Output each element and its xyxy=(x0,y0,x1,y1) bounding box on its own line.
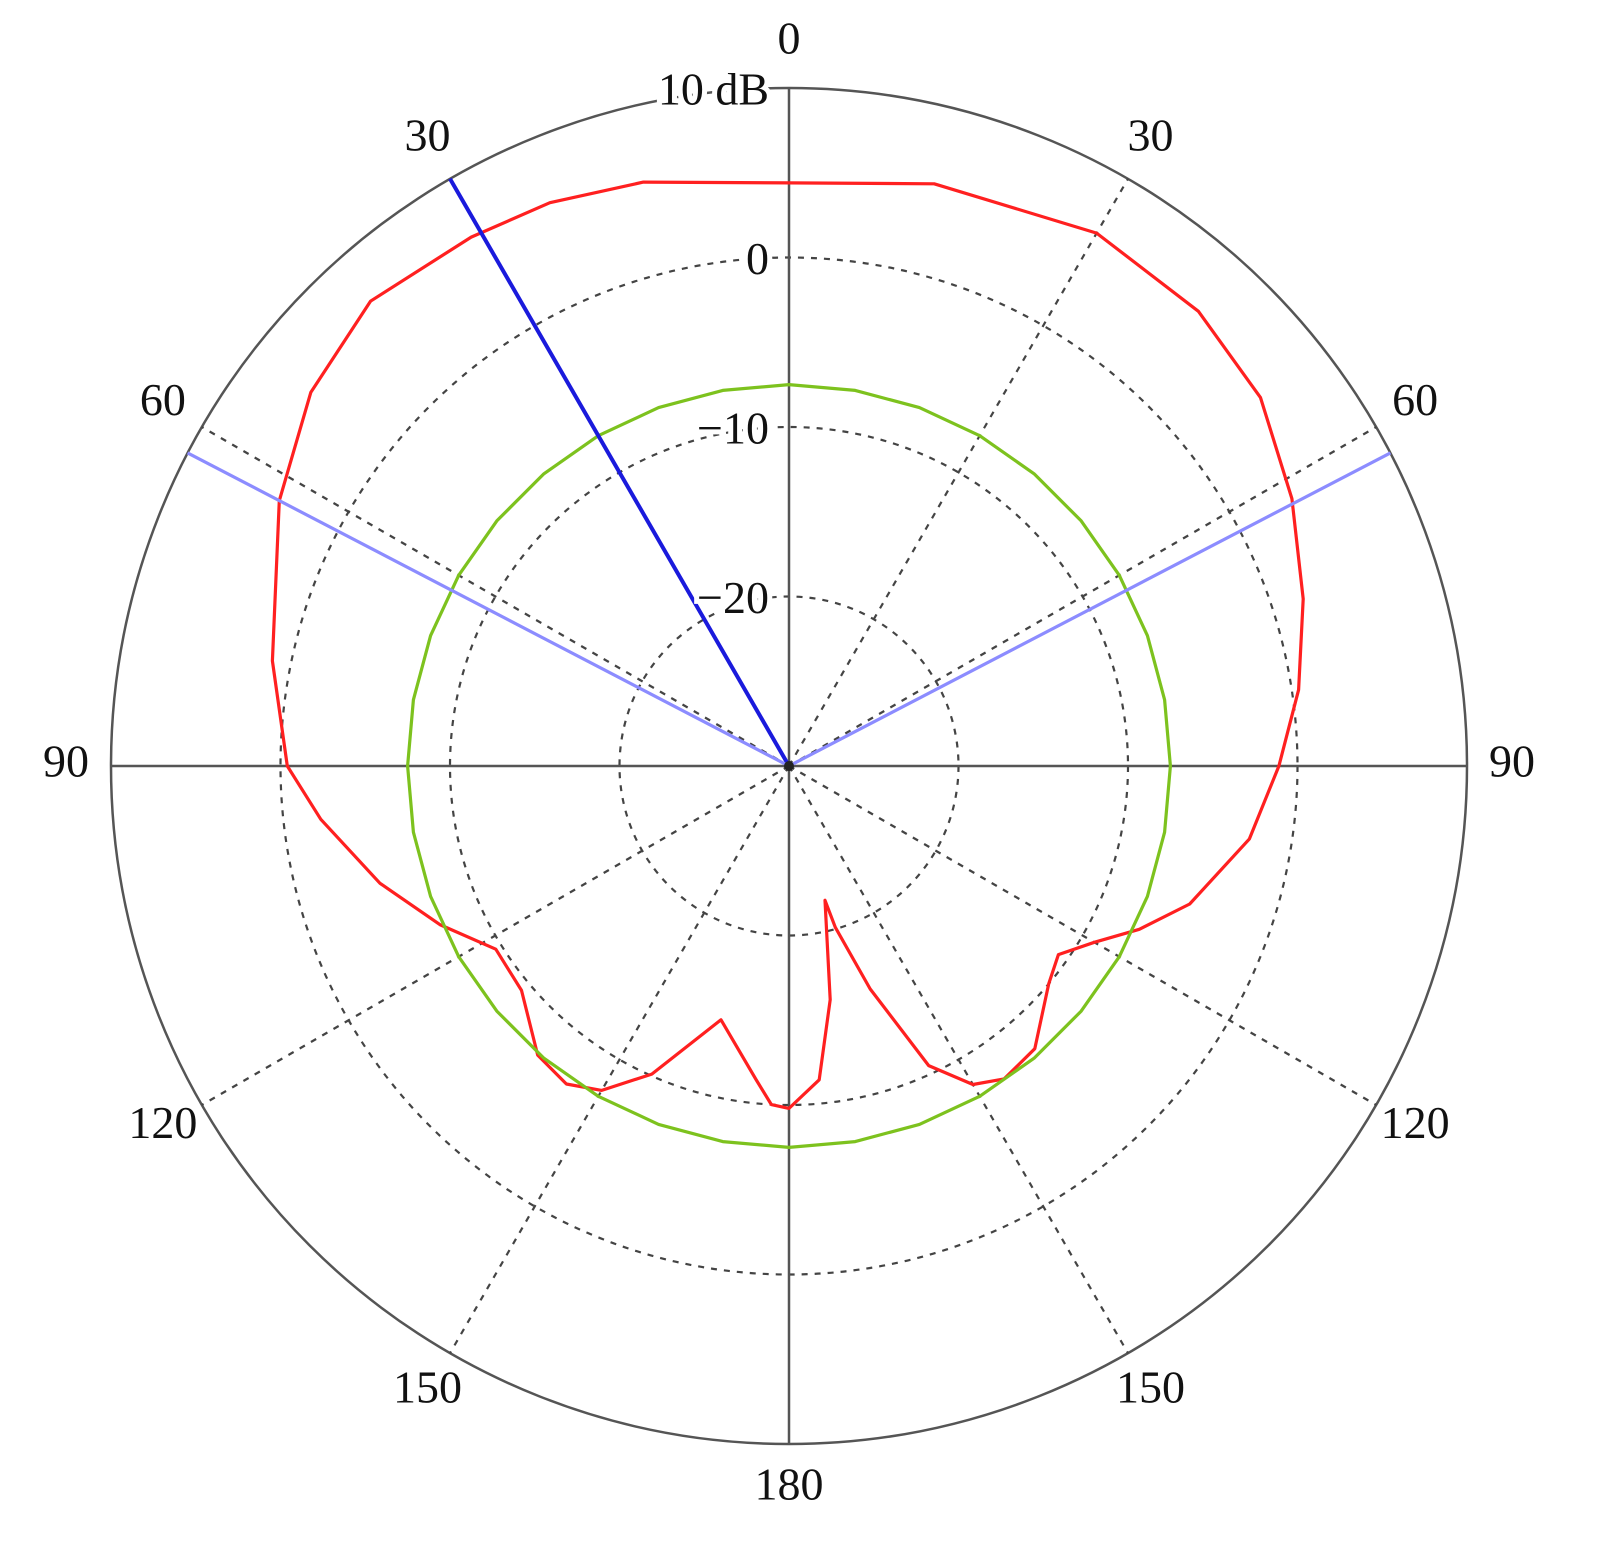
series-line xyxy=(788,451,1392,768)
theta-tick-label: 90 xyxy=(43,736,89,787)
series-line xyxy=(448,177,791,767)
theta-tick-label: 120 xyxy=(1381,1097,1450,1148)
center-dot xyxy=(784,761,794,771)
r-tick-label: −20 xyxy=(697,572,769,623)
grid-spoke xyxy=(788,765,1377,1106)
series-line xyxy=(270,180,1305,1110)
series-line xyxy=(186,451,790,768)
theta-tick-label: 30 xyxy=(405,109,451,160)
grid-spoke xyxy=(449,765,790,1354)
series-line xyxy=(406,383,1172,1149)
grid-spoke xyxy=(788,178,1129,767)
theta-tick-label: 120 xyxy=(128,1097,197,1148)
r-tick-label: 10 dB xyxy=(658,64,769,115)
theta-tick-label: 60 xyxy=(1392,374,1438,425)
theta-tick-label: 30 xyxy=(1128,109,1174,160)
grid-spoke xyxy=(788,426,1377,767)
theta-tick-label: 150 xyxy=(1116,1362,1185,1413)
grid-spoke xyxy=(201,426,790,767)
grid-spoke xyxy=(788,765,1129,1354)
theta-tick-label: 150 xyxy=(393,1362,462,1413)
r-tick-label: −10 xyxy=(697,403,769,454)
r-tick-label: 0 xyxy=(746,233,769,284)
theta-tick-label: 60 xyxy=(140,374,186,425)
theta-tick-label: 180 xyxy=(755,1459,824,1510)
theta-tick-label: 90 xyxy=(1489,736,1535,787)
theta-tick-label: 0 xyxy=(778,13,801,64)
grid-spoke xyxy=(201,765,790,1106)
